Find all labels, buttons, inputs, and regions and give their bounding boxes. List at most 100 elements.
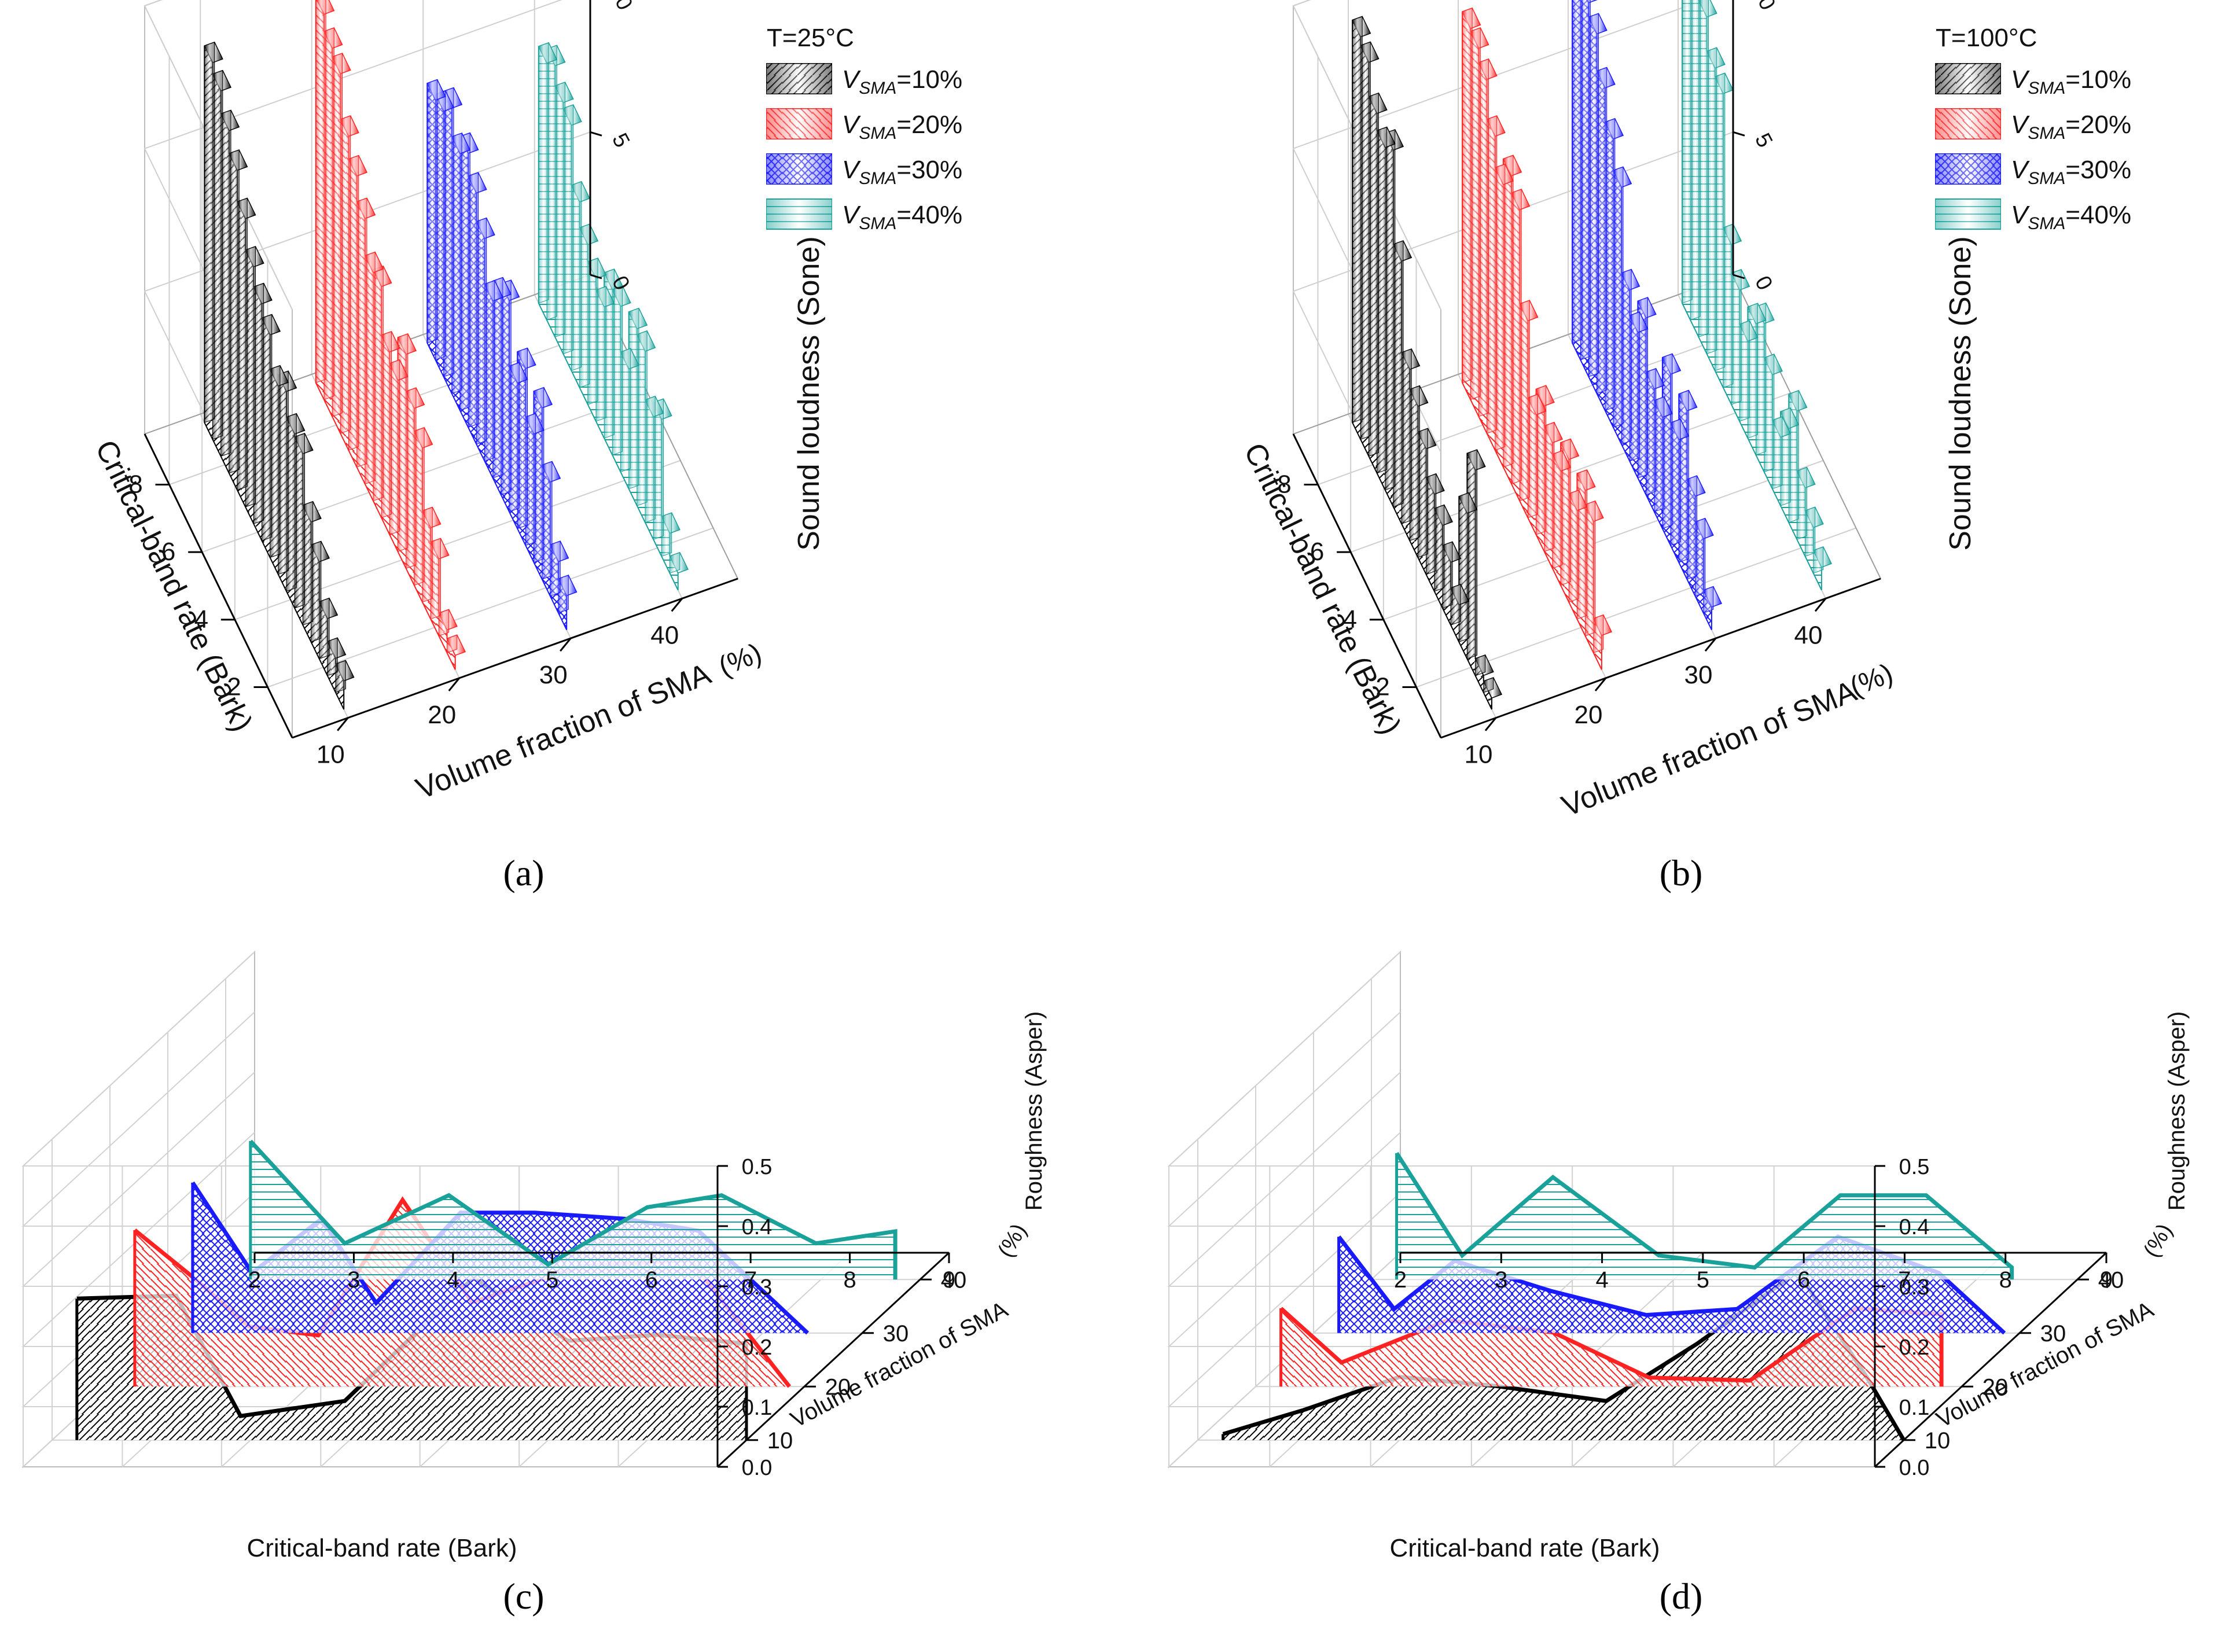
x-tick-label: 40 xyxy=(1794,621,1823,649)
z-tick-label: 0.5 xyxy=(742,1155,773,1179)
x-tick xyxy=(1484,717,1497,731)
legend-hatch xyxy=(1936,109,2000,139)
y-tick-label: 8 xyxy=(128,470,142,499)
bar-side xyxy=(327,637,338,676)
bar-side xyxy=(1682,0,1693,304)
legend: T=25°C VSMA=10% VSMA=20% VSMA=30% VSMA=40% xyxy=(766,24,962,233)
x-axis-label: Critical-band rate (Bark) xyxy=(247,1534,517,1562)
y-tick-label: 20 xyxy=(1982,1374,2009,1400)
legend-hatch xyxy=(1936,199,2000,229)
legend-title: T=25°C xyxy=(767,24,854,52)
z-tick-label: 0.1 xyxy=(1899,1396,1930,1420)
bar-side xyxy=(1462,8,1473,384)
x-tick-label: 8 xyxy=(1999,1267,2012,1293)
z-tick-label: 10 xyxy=(1747,0,1780,14)
legend-label: VSMA=30% xyxy=(842,156,962,188)
series-40 xyxy=(1682,0,1833,591)
z-axis-label: Roughness (Asper) xyxy=(1021,1011,1047,1211)
z-tick-label: 0.0 xyxy=(1899,1456,1930,1480)
bar-side xyxy=(438,609,450,636)
legend-label: VSMA=40% xyxy=(842,201,962,233)
y-tick-label: 40 xyxy=(2098,1267,2124,1293)
bar-side xyxy=(447,634,458,653)
bar-side xyxy=(319,597,330,660)
y-tick-label: 6 xyxy=(1310,538,1324,566)
z-tick xyxy=(1733,274,1745,279)
series-10 xyxy=(1352,16,1503,710)
bar-side xyxy=(550,540,561,597)
bar-side xyxy=(1805,506,1816,557)
x-axis-unit: (%) xyxy=(715,638,766,682)
panel-d-roughness-100c: 2 3 4 5 6 7 8 9 10 20 30 40 0.0 0.1 0.2 0.3 0.4 0.5 Critic… xyxy=(1167,950,2190,1617)
legend-label: VSMA=30% xyxy=(2011,156,2131,188)
legend-hatch xyxy=(767,154,832,184)
x-tick-label: 30 xyxy=(539,661,568,689)
legend: T=100°C VSMA=10% VSMA=20% VSMA=30% VSMA=40% xyxy=(1935,24,2131,233)
x-tick xyxy=(448,677,460,691)
y-tick-label: 2 xyxy=(227,673,241,701)
grid-line-floor xyxy=(267,527,713,688)
y-tick-label: 2 xyxy=(1375,673,1389,701)
x-tick-label: 9 xyxy=(943,1267,955,1293)
panel-b-loudness-100c: 102030402468051015Volume fraction of SMA… xyxy=(1237,0,2131,893)
x-axis-label: Critical-band rate (Bark) xyxy=(1389,1534,1660,1562)
z-tick-label: 0.4 xyxy=(1899,1215,1930,1239)
bar-side xyxy=(538,42,549,304)
z-tick-label: 0.3 xyxy=(1899,1275,1930,1300)
legend-title: T=100°C xyxy=(1936,24,2037,52)
x-tick xyxy=(1704,638,1717,652)
y-axis xyxy=(716,1252,950,1468)
series-30 xyxy=(1572,0,1723,630)
panel-a-loudness-25c: 102030402468051015Volume fraction of SMA… xyxy=(89,0,962,893)
x-tick-label: 6 xyxy=(645,1267,658,1293)
x-tick-label: 5 xyxy=(1697,1267,1709,1293)
x-tick-label: 5 xyxy=(546,1267,558,1293)
bar-side xyxy=(335,660,346,693)
z-tick-label: 0.2 xyxy=(1899,1335,1930,1360)
legend-hatch xyxy=(767,109,832,139)
panel-c-roughness-25c: 2 3 4 5 6 7 8 9 10 20 30 40 0.0 0.1 0.2 0.3 0.4 0.5 Critic… xyxy=(21,950,1047,1617)
bar-side xyxy=(1593,614,1604,653)
y-tick-label: 30 xyxy=(2040,1321,2066,1346)
bar-side xyxy=(1483,677,1494,693)
z-tick-label: 5 xyxy=(1750,130,1777,152)
series-20 xyxy=(1462,7,1613,670)
bar-side xyxy=(426,79,438,344)
legend-label: VSMA=20% xyxy=(842,111,962,143)
x-axis-label: Volume fraction of SMA xyxy=(1557,674,1862,823)
x-tick-label: 20 xyxy=(1575,701,1603,729)
x-tick-label: 40 xyxy=(650,621,679,649)
series-40 xyxy=(538,42,689,591)
x-tick xyxy=(671,598,683,612)
x-axis xyxy=(292,577,738,739)
bar-side xyxy=(558,575,569,614)
bar-side xyxy=(1450,584,1461,626)
z-tick-label: 0 xyxy=(1750,272,1777,294)
legend-label: VSMA=20% xyxy=(2011,111,2131,143)
z-tick-label: 0.5 xyxy=(1899,1155,1930,1179)
bar-side xyxy=(670,552,681,574)
x-tick-label: 8 xyxy=(843,1267,856,1293)
series-40 xyxy=(1395,1151,2014,1280)
bar-side xyxy=(315,0,326,384)
bar-side xyxy=(1813,546,1824,574)
panel-label: (a) xyxy=(503,852,544,893)
y-tick-label: 6 xyxy=(161,538,175,566)
y-axis xyxy=(1874,1252,2107,1468)
area xyxy=(1396,1153,2012,1280)
x-tick xyxy=(337,717,349,731)
y-tick-label: 8 xyxy=(1277,470,1291,499)
bar-side xyxy=(1352,16,1363,423)
x-tick-label: 10 xyxy=(1465,741,1493,769)
legend-hatch xyxy=(1936,154,2000,184)
series-20 xyxy=(315,0,466,670)
z-axis-label: Sound loudness (Sone) xyxy=(792,236,826,551)
series-line xyxy=(1395,1151,2014,1280)
legend-label: VSMA=10% xyxy=(842,65,962,98)
series-40 xyxy=(249,1139,898,1280)
y-tick-label: 30 xyxy=(883,1321,909,1346)
x-tick-label: 9 xyxy=(2100,1267,2113,1293)
z-tick xyxy=(590,131,602,137)
z-tick-label: 5 xyxy=(607,130,634,152)
